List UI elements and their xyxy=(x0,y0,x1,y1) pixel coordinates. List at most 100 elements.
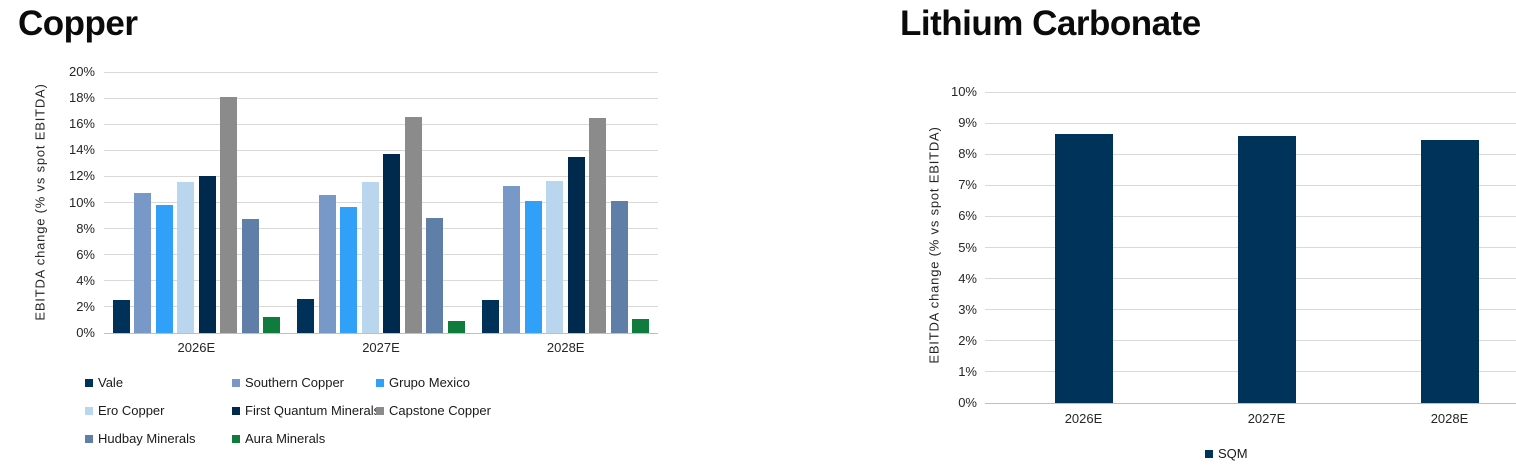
x-axis-labels: 2026E 2027E 2028E xyxy=(104,340,658,355)
y-tick-label: 2% xyxy=(76,298,95,314)
legend-item: Capstone Copper xyxy=(376,403,491,418)
legend-marker-icon xyxy=(376,406,384,415)
bar xyxy=(263,316,281,333)
bar xyxy=(1420,140,1479,403)
legend-marker-icon xyxy=(232,378,240,387)
bar-group-2026E xyxy=(104,72,289,333)
x-axis-label: 2027E xyxy=(1247,411,1286,426)
y-tick-label: 10% xyxy=(950,84,977,99)
y-tick-label: 8% xyxy=(76,220,95,236)
gridline xyxy=(104,71,658,73)
y-tick-label: 16% xyxy=(68,116,95,132)
legend-label: Vale xyxy=(98,375,124,390)
legend: SQM xyxy=(1205,446,1248,461)
y-tick-label: 3% xyxy=(958,301,977,317)
y-tick-label: 2% xyxy=(958,332,977,348)
legend-item: Vale xyxy=(85,375,232,390)
y-tick-label: 6% xyxy=(958,208,977,224)
legend-item: Southern Copper xyxy=(232,375,376,390)
legend-item: SQM xyxy=(1205,446,1248,461)
bar xyxy=(589,118,607,333)
bar-group-2027E xyxy=(289,72,474,333)
bar xyxy=(481,299,499,333)
y-tick-label: 18% xyxy=(68,90,95,106)
x-axis-labels: 2026E 2027E 2028E xyxy=(992,411,1516,426)
bar xyxy=(220,97,238,333)
bar xyxy=(297,299,315,333)
gridline xyxy=(104,97,658,99)
bar xyxy=(503,185,521,333)
bar xyxy=(198,176,216,333)
bar xyxy=(134,192,152,333)
x-axis-line xyxy=(104,332,658,334)
bar-group-2027E xyxy=(1175,92,1358,403)
y-tick-label: 5% xyxy=(958,239,977,255)
y-tick-label: 7% xyxy=(958,177,977,193)
gridline xyxy=(104,149,658,151)
bar xyxy=(1054,134,1113,403)
bar-group-2028E xyxy=(1358,92,1516,403)
legend-label: Grupo Mexico xyxy=(389,375,470,390)
legend-item: First Quantum Minerals xyxy=(232,403,380,418)
gridline xyxy=(104,123,658,125)
x-axis-label: 2028E xyxy=(1430,411,1469,426)
legend-label: First Quantum Minerals xyxy=(245,403,381,418)
x-axis-label: 2028E xyxy=(546,340,585,355)
legend: Vale Southern Copper Grupo Mexico Ero Coppe… xyxy=(85,375,491,446)
legend-label: Ero Copper xyxy=(98,403,165,418)
bar xyxy=(567,157,585,333)
legend-marker-icon xyxy=(232,434,240,443)
lithium-chart-title: Lithium Carbonate xyxy=(900,4,1201,43)
bar xyxy=(177,181,195,333)
y-tick-label: 10% xyxy=(68,194,95,210)
bar xyxy=(340,207,358,333)
gridline xyxy=(104,202,658,203)
y-tick-label: 6% xyxy=(76,246,95,262)
legend-marker-icon xyxy=(85,406,93,415)
plot-area xyxy=(992,92,1516,403)
x-axis-line xyxy=(985,402,1516,404)
gridline xyxy=(985,91,1516,93)
bar xyxy=(610,200,628,333)
gridline xyxy=(104,280,658,282)
legend-marker-icon xyxy=(1205,449,1213,458)
x-axis-label: 2027E xyxy=(362,340,400,355)
bar xyxy=(426,218,444,333)
bar xyxy=(1237,135,1296,403)
legend-marker-icon xyxy=(85,434,93,443)
bar xyxy=(383,154,401,333)
bar xyxy=(155,205,173,333)
y-tick-label: 4% xyxy=(76,272,95,288)
legend-item: Aura Minerals xyxy=(232,431,376,446)
legend-label: SQM xyxy=(1218,446,1248,461)
gridline xyxy=(104,306,658,308)
gridline xyxy=(104,228,658,230)
bar-group-2028E xyxy=(473,72,658,333)
legend-item: Hudbay Minerals xyxy=(85,431,232,446)
copper-chart-title: Copper xyxy=(18,4,138,43)
x-axis-label: 2026E xyxy=(1064,411,1103,426)
legend-item: Grupo Mexico xyxy=(376,375,491,390)
bar-group-2026E xyxy=(992,92,1175,403)
legend-label: Capstone Copper xyxy=(389,403,491,418)
bar xyxy=(112,300,130,333)
legend-label: Southern Copper xyxy=(245,375,345,390)
y-tick-label: 20% xyxy=(68,64,95,79)
bar xyxy=(361,181,379,333)
legend-marker-icon xyxy=(376,378,384,387)
legend-item: Ero Copper xyxy=(85,403,232,418)
y-tick-label: 14% xyxy=(68,142,95,158)
plot-area xyxy=(104,72,658,333)
y-tick-label: 4% xyxy=(958,270,977,286)
bar xyxy=(318,195,336,333)
bar xyxy=(447,321,465,333)
bar xyxy=(241,218,259,333)
legend-label: Hudbay Minerals xyxy=(98,431,196,446)
y-tick-label: 9% xyxy=(958,115,977,131)
gridline xyxy=(985,122,1516,124)
legend-label: Aura Minerals xyxy=(245,431,326,446)
bar xyxy=(524,200,542,333)
x-axis-label: 2026E xyxy=(177,340,216,355)
y-tick-label: 0% xyxy=(958,395,977,410)
